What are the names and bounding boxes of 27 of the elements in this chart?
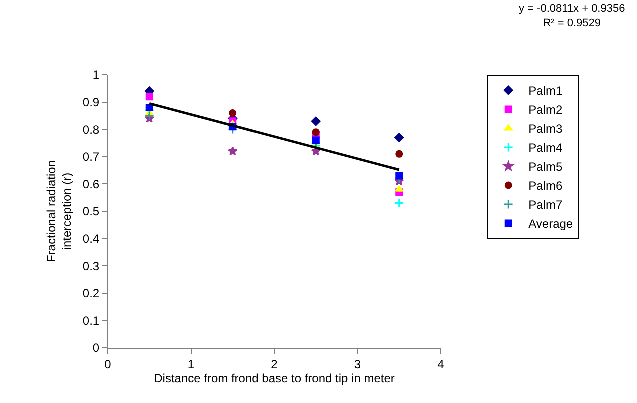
y-tick-label: 0.8 [82,122,100,137]
x-tick-label: 1 [188,357,195,372]
legend-label: Palm3 [528,122,563,136]
x-tick-label: 2 [271,357,278,372]
legend-label: Average [528,217,574,232]
legend-label: Palm4 [528,141,563,156]
x-axis-title: Distance from frond base to frond tip in meter [154,371,395,386]
y-tick-label: 0.2 [82,286,100,301]
y-tick-label: 0.5 [82,204,100,219]
y-tick-label: 0.7 [82,150,100,164]
y-axis-title: Fractional radiation interception (r) [44,160,74,263]
legend-label: Palm6 [528,179,563,194]
legend-label: Palm1 [528,84,563,98]
y-tick-label: 0.9 [82,96,100,110]
y-tick-label: 0.6 [82,177,100,192]
text: y = -0.0811x + 0.9356 R² = 0.9529 [519,3,626,30]
y-tick-label: 1 [92,68,100,82]
y-tick-label: 0 [92,341,100,356]
y-tick-label: 0.3 [82,259,100,274]
x-tick-label: 3 [354,357,362,372]
legend-label: Palm7 [528,198,563,212]
legend-label: Palm2 [528,103,563,118]
y-tick-label: 0.1 [82,314,100,328]
x-tick-label: 4 [438,357,445,372]
legend-label: Palm5 [528,160,563,174]
x-tick-label: 0 [104,357,112,372]
y-tick-label: 0.4 [82,232,100,246]
